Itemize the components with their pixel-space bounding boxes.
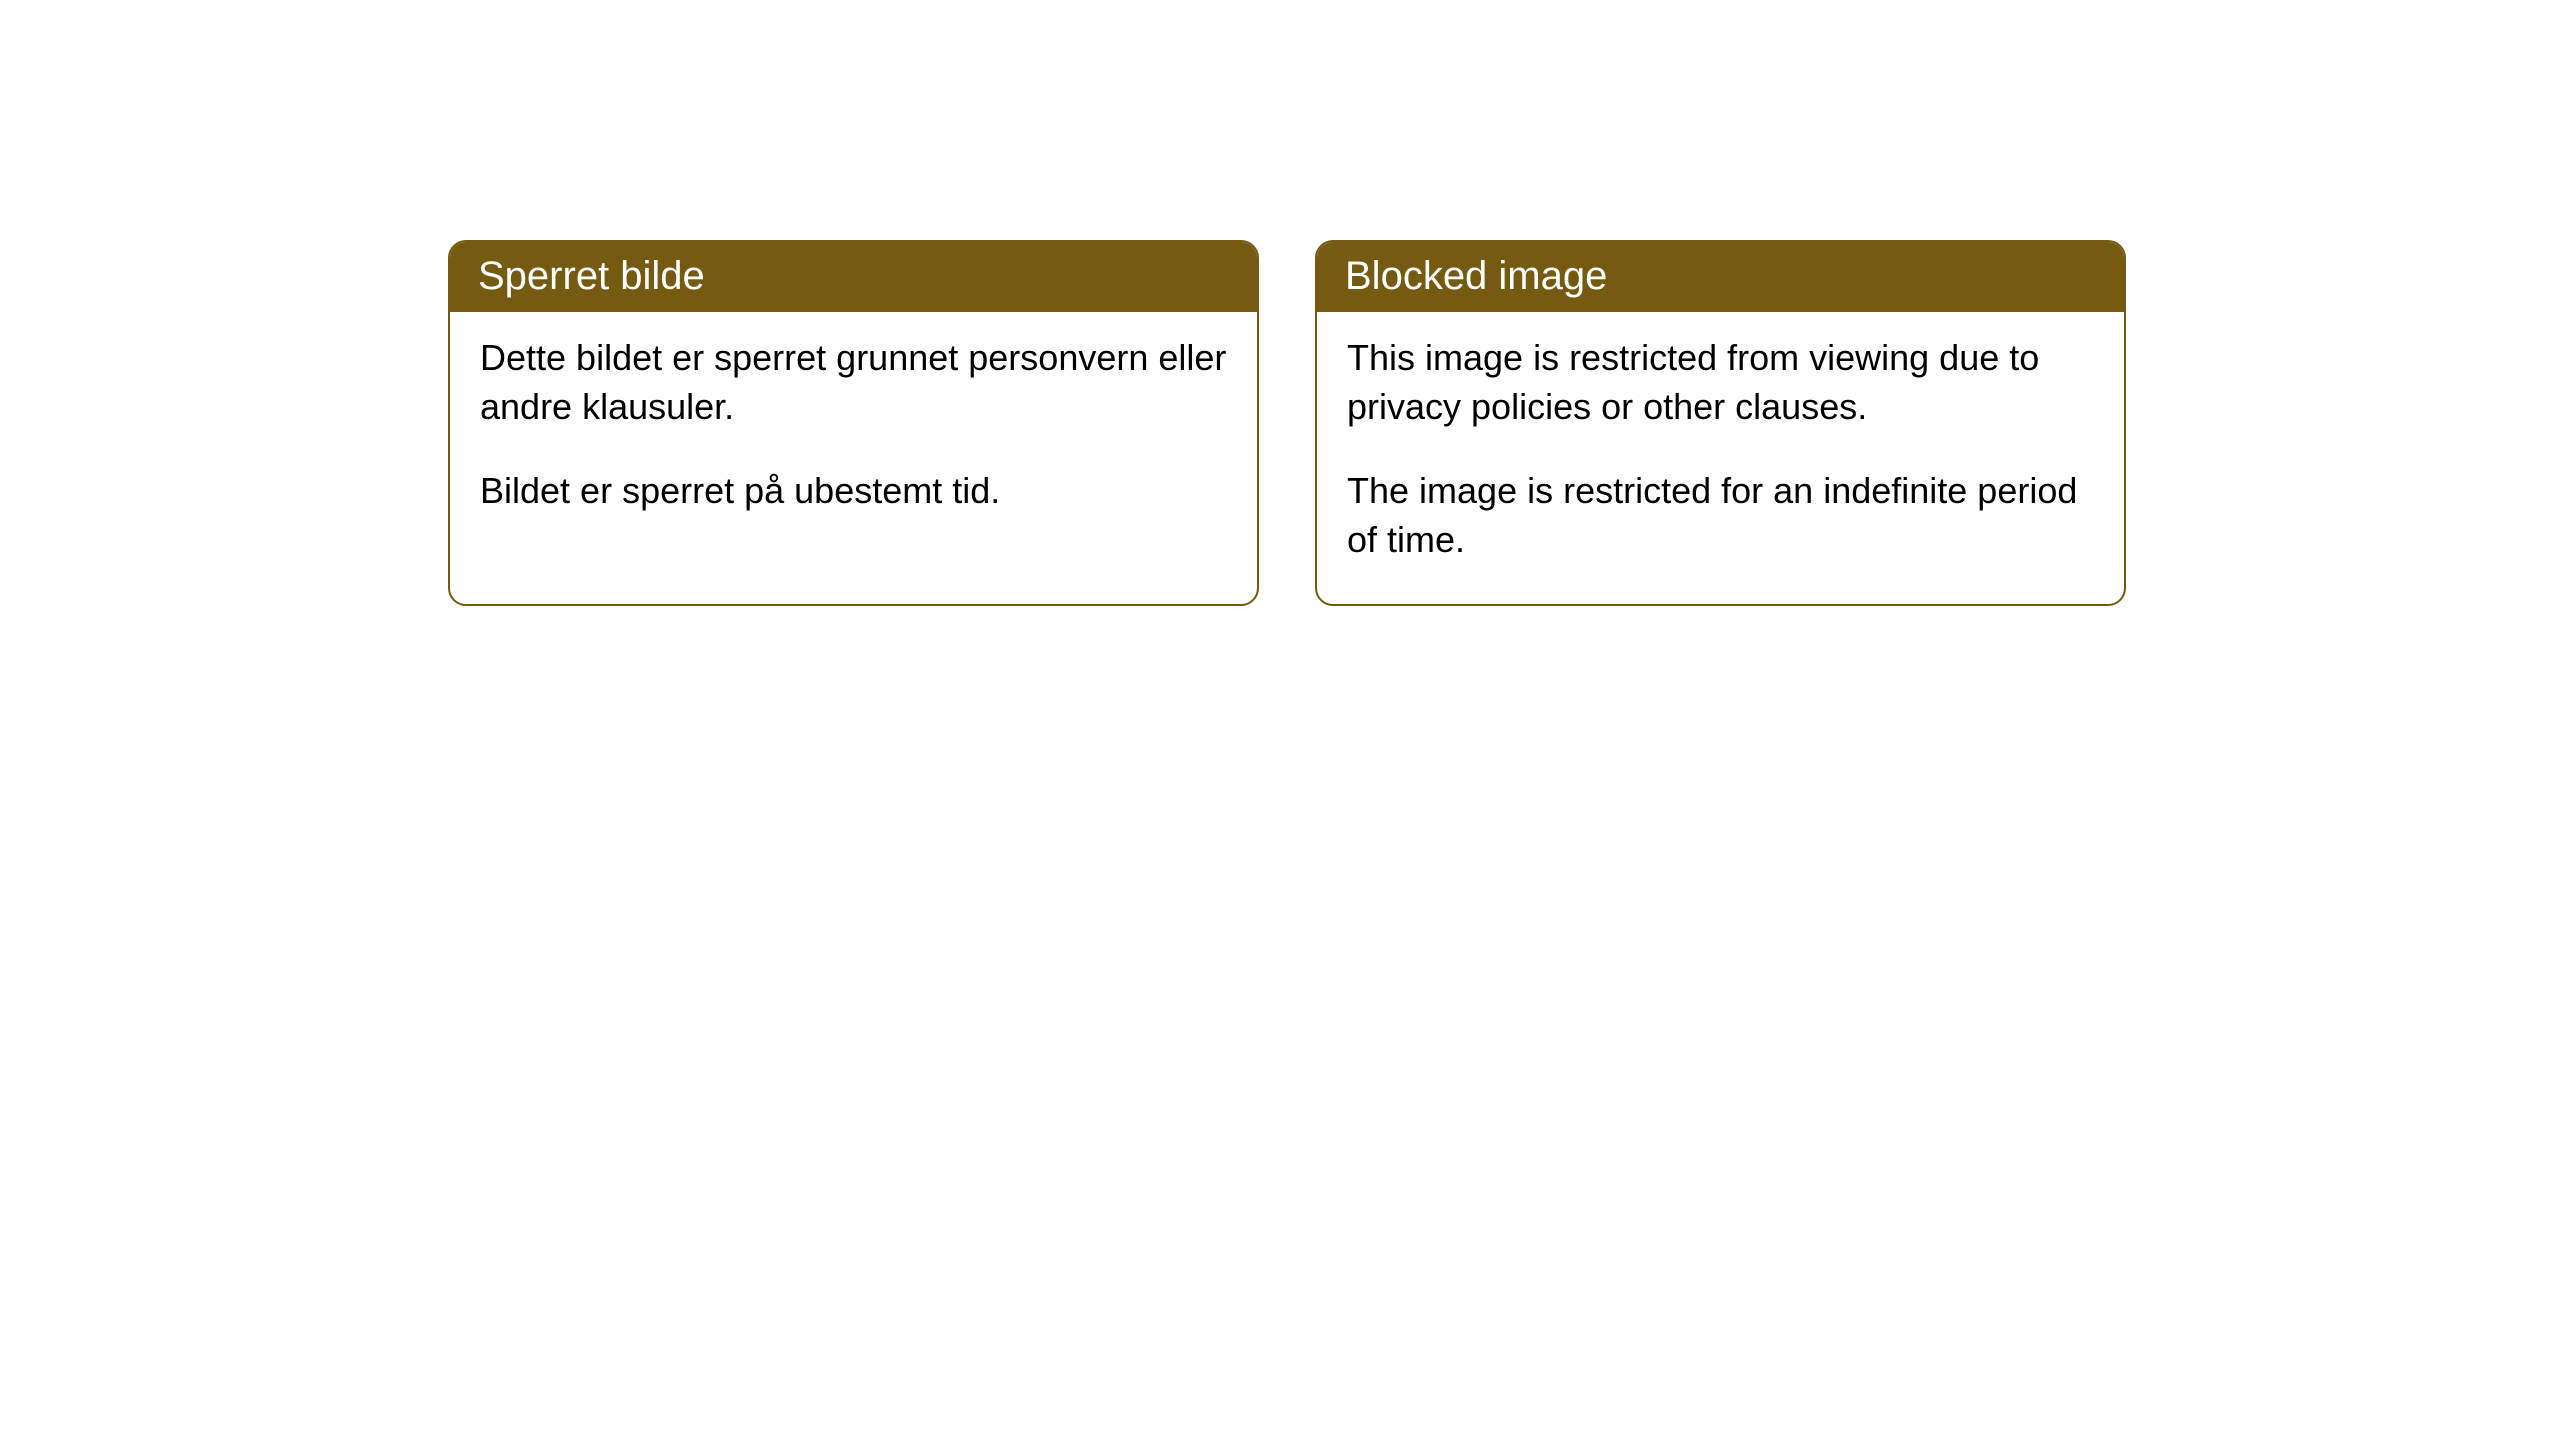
card-text-line: This image is restricted from viewing du… (1347, 334, 2094, 431)
card-text-line: Bildet er sperret på ubestemt tid. (480, 467, 1227, 516)
card-text-line: The image is restricted for an indefinit… (1347, 467, 2094, 564)
card-body: Dette bildet er sperret grunnet personve… (450, 312, 1257, 556)
blocked-image-card-en: Blocked image This image is restricted f… (1315, 240, 2126, 606)
blocked-image-card-no: Sperret bilde Dette bildet er sperret gr… (448, 240, 1259, 606)
card-header: Sperret bilde (450, 242, 1257, 312)
card-body: This image is restricted from viewing du… (1317, 312, 2124, 604)
notice-cards-container: Sperret bilde Dette bildet er sperret gr… (0, 0, 2560, 606)
card-header: Blocked image (1317, 242, 2124, 312)
card-text-line: Dette bildet er sperret grunnet personve… (480, 334, 1227, 431)
